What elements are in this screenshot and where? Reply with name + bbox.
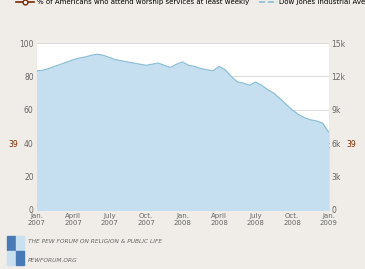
- Bar: [16, 251, 24, 265]
- Legend: % of Americans who attend worship services at least weekly, Dow Jones Industrial: % of Americans who attend worship servic…: [14, 0, 365, 8]
- Text: THE PEW FORUM ON RELIGION & PUBLIC LIFE: THE PEW FORUM ON RELIGION & PUBLIC LIFE: [28, 239, 162, 244]
- Text: 42: 42: [214, 127, 224, 136]
- Bar: [16, 236, 24, 250]
- Text: 39: 39: [347, 140, 357, 149]
- Text: 36: 36: [141, 155, 151, 164]
- Bar: [7, 236, 15, 250]
- Text: PEWFORUM.ORG: PEWFORUM.ORG: [28, 258, 78, 263]
- Text: 39: 39: [8, 140, 18, 149]
- Bar: [7, 251, 15, 265]
